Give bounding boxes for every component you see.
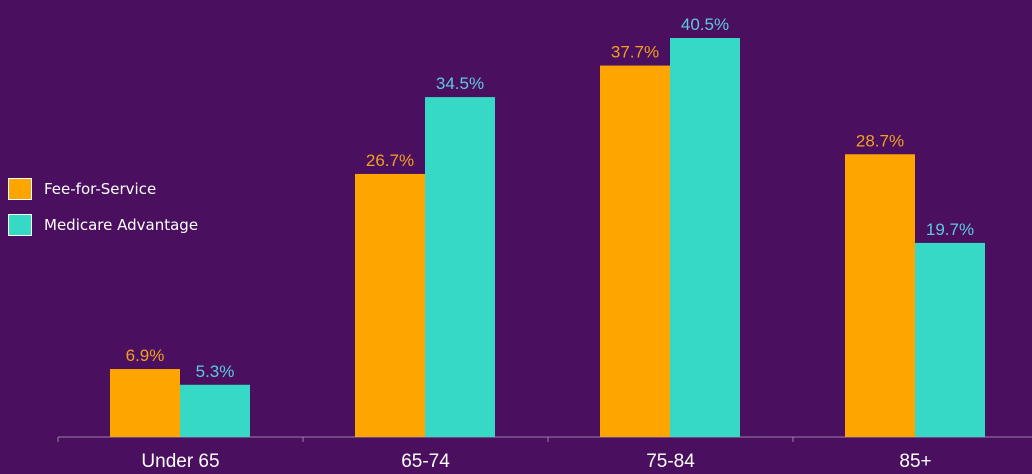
bar-medicare-advantage-0	[180, 384, 250, 437]
legend-item-medicare-advantage: Medicare Advantage	[8, 214, 198, 236]
bar-medicare-advantage-1	[425, 97, 495, 437]
legend-label-medicare-advantage: Medicare Advantage	[44, 216, 199, 234]
data-label-fee-for-service-3: 28.7%	[856, 131, 904, 150]
bar-medicare-advantage-3	[915, 242, 985, 437]
bar-fee-for-service-3	[845, 154, 915, 438]
legend-label-fee-for-service: Fee-for-Service	[44, 180, 157, 198]
data-label-fee-for-service-2: 37.7%	[611, 43, 659, 62]
x-tick-label-1: 65-74	[401, 451, 450, 472]
legend-swatch-fee-for-service	[8, 178, 32, 200]
bar-fee-for-service-1	[355, 173, 425, 437]
bar-fee-for-service-0	[110, 369, 180, 437]
legend: Fee-for-Service Medicare Advantage	[8, 178, 198, 250]
legend-item-fee-for-service: Fee-for-Service	[8, 178, 198, 200]
data-label-medicare-advantage-2: 40.5%	[681, 15, 729, 34]
data-label-fee-for-service-1: 26.7%	[366, 151, 414, 170]
x-tick-label-2: 75-84	[646, 451, 695, 472]
data-label-fee-for-service-0: 6.9%	[126, 346, 165, 365]
x-tick-label-0: Under 65	[141, 451, 219, 472]
data-label-medicare-advantage-0: 5.3%	[196, 362, 235, 381]
bar-fee-for-service-2	[600, 65, 670, 438]
legend-swatch-medicare-advantage	[8, 214, 32, 236]
data-label-medicare-advantage-3: 19.7%	[926, 220, 974, 239]
x-tick-label-3: 85+	[899, 451, 931, 472]
data-label-medicare-advantage-1: 34.5%	[436, 74, 484, 93]
bar-medicare-advantage-2	[670, 38, 740, 437]
